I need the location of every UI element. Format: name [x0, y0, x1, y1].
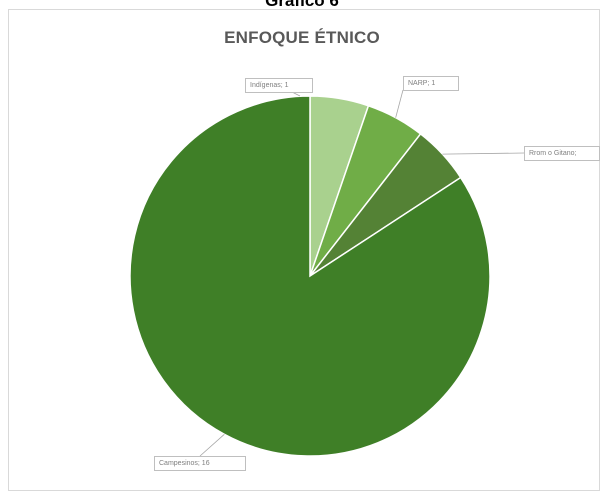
label-rrom: Rrom o Gitano;	[524, 146, 600, 161]
leader-line	[442, 152, 525, 155]
label-indigenas: Indígenas; 1	[245, 78, 313, 93]
label-campesinos: Campesinos; 16	[154, 456, 246, 471]
chart-title: ENFOQUE ÉTNICO	[224, 28, 380, 47]
slice-campesinos	[129, 95, 491, 457]
leader-line	[395, 89, 404, 118]
label-narp: NARP; 1	[403, 76, 459, 91]
leader-line	[199, 434, 225, 457]
figure-caption: Gráfico 6	[265, 0, 339, 10]
